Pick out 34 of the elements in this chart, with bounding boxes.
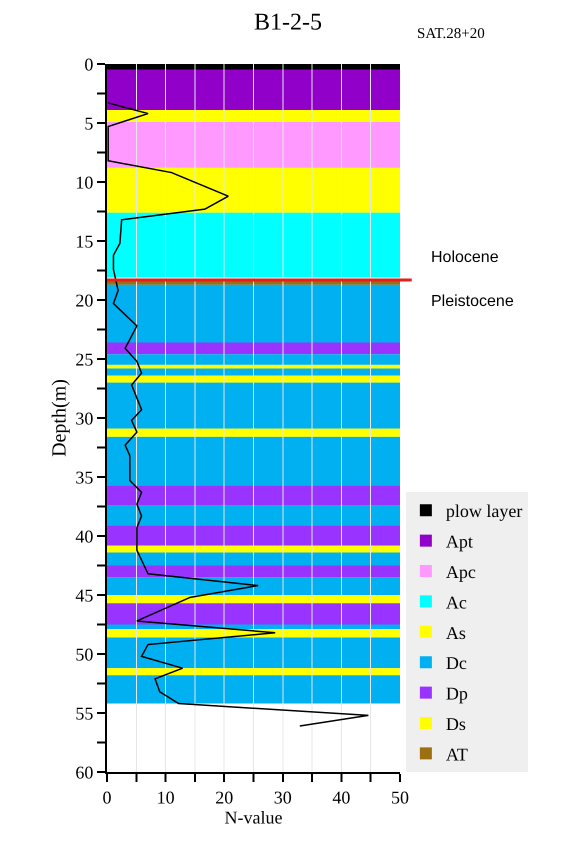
- text: Holocene: [431, 249, 499, 266]
- y-tick-label: 45: [75, 585, 94, 606]
- y-tick-label: 5: [84, 113, 94, 134]
- x-tick-label: 40: [332, 788, 350, 808]
- y-tick-label: 35: [75, 467, 94, 488]
- chart-title: B1-2-5: [254, 9, 322, 36]
- x-tick-label: 50: [391, 788, 409, 808]
- legend-label: AT: [446, 744, 468, 764]
- y-tick-label: 30: [75, 408, 94, 428]
- legend-label: Ds: [446, 714, 466, 734]
- y-tick-label: 60: [75, 762, 94, 782]
- y-tick-label: 10: [75, 172, 94, 192]
- text: SAT.28+20: [417, 26, 485, 42]
- y-tick-label: 15: [75, 231, 94, 252]
- legend-label: Apc: [446, 562, 476, 582]
- y-axis-title: Depth(m): [48, 379, 70, 457]
- y-tick-label: 0: [84, 54, 94, 74]
- y-tick-label: 40: [75, 526, 94, 546]
- legend-label: Dc: [446, 653, 467, 674]
- x-axis-title: N-value: [224, 808, 282, 828]
- text: Pleistocene: [431, 293, 514, 310]
- y-tick-label: 25: [75, 349, 94, 370]
- y-tick-label: 50: [75, 644, 94, 664]
- legend-label: Dp: [446, 684, 468, 704]
- y-tick-label: 55: [75, 703, 94, 724]
- legend-label: As: [446, 622, 466, 643]
- y-tick-label: 20: [75, 290, 94, 310]
- x-tick-label: 10: [156, 788, 175, 808]
- x-tick-label: 0: [102, 788, 112, 808]
- legend-label: Apt: [446, 532, 473, 552]
- x-tick-label: 30: [274, 788, 292, 808]
- legend-label: plow layer: [446, 501, 522, 522]
- x-tick-label: 20: [215, 788, 234, 808]
- legend-label: Ac: [446, 592, 467, 612]
